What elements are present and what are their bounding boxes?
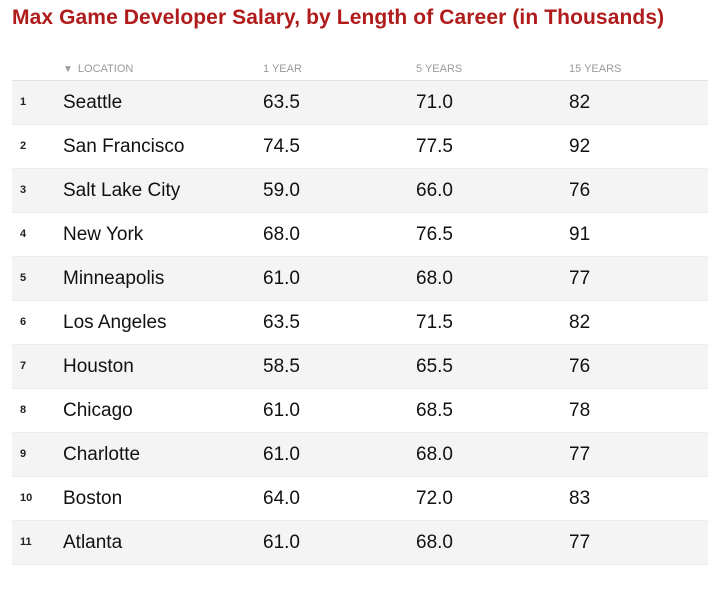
rank-cell: 4: [20, 228, 27, 240]
rank-cell: 5: [20, 272, 27, 284]
value-5-years-cell: 68.0: [416, 532, 453, 553]
value-15-years-cell: 78: [569, 400, 591, 421]
value-5-years-cell: 68.0: [416, 268, 453, 289]
value-1-year-cell: 68.0: [263, 224, 300, 245]
location-cell: Seattle: [63, 92, 123, 113]
value-15-years-cell: 77: [569, 532, 591, 553]
location-cell: New York: [63, 224, 144, 245]
value-15-years-cell: 82: [569, 92, 591, 113]
location-cell: Chicago: [63, 400, 133, 421]
rank-cell: 9: [20, 448, 27, 460]
value-15-years-cell: 83: [569, 488, 591, 509]
table-row: 1 Seattle 63.5 71.0 82: [12, 81, 708, 125]
table-row: 4 New York 68.0 76.5 91: [12, 213, 708, 257]
rank-cell: 11: [20, 536, 32, 548]
table-row: 6 Los Angeles 63.5 71.5 82: [12, 301, 708, 345]
location-cell: Atlanta: [63, 532, 123, 553]
table-row: 7 Houston 58.5 65.5 76: [12, 345, 708, 389]
location-cell: Charlotte: [63, 444, 141, 465]
rank-cell: 3: [20, 184, 27, 196]
value-5-years-cell: 68.0: [416, 444, 453, 465]
table-row: 8 Chicago 61.0 68.5 78: [12, 389, 708, 433]
table-header: ▼ LOCATION 1 YEAR 5 YEARS 15 YEARS: [12, 58, 708, 81]
value-5-years-cell: 65.5: [416, 356, 453, 377]
value-15-years-cell: 76: [569, 180, 591, 201]
location-cell: Los Angeles: [63, 312, 167, 333]
table-row: 9 Charlotte 61.0 68.0 77: [12, 433, 708, 477]
sort-descending-icon: ▼: [63, 64, 73, 75]
rank-cell: 1: [20, 96, 27, 108]
column-header-1-year[interactable]: 1 YEAR: [263, 63, 302, 75]
table-row: 2 San Francisco 74.5 77.5 92: [12, 125, 708, 169]
value-1-year-cell: 58.5: [263, 356, 300, 377]
column-header-location[interactable]: ▼ LOCATION: [63, 63, 133, 75]
salary-table: ▼ LOCATION 1 YEAR 5 YEARS 15 YEARS 1 Seatt…: [12, 58, 708, 565]
table-row: 3 Salt Lake City 59.0 66.0 76: [12, 169, 708, 213]
value-5-years-cell: 66.0: [416, 180, 453, 201]
value-5-years-cell: 71.5: [416, 312, 453, 333]
value-1-year-cell: 61.0: [263, 400, 300, 421]
rank-cell: 10: [20, 492, 33, 504]
value-1-year-cell: 59.0: [263, 180, 300, 201]
value-15-years-cell: 77: [569, 268, 591, 289]
value-5-years-cell: 76.5: [416, 224, 453, 245]
value-5-years-cell: 77.5: [416, 136, 453, 157]
table-row: 11 Atlanta 61.0 68.0 77: [12, 521, 708, 565]
location-cell: Houston: [63, 356, 134, 377]
location-cell: Boston: [63, 488, 123, 509]
value-1-year-cell: 61.0: [263, 532, 300, 553]
column-header-5-years[interactable]: 5 YEARS: [416, 63, 463, 75]
value-15-years-cell: 92: [569, 136, 591, 157]
chart-title: Max Game Developer Salary, by Length of …: [12, 6, 665, 29]
location-cell: Salt Lake City: [63, 180, 181, 201]
location-cell: Minneapolis: [63, 268, 165, 289]
value-5-years-cell: 72.0: [416, 488, 453, 509]
value-1-year-cell: 61.0: [263, 268, 300, 289]
value-15-years-cell: 91: [569, 224, 591, 245]
value-1-year-cell: 61.0: [263, 444, 300, 465]
table-row: 5 Minneapolis 61.0 68.0 77: [12, 257, 708, 301]
rank-cell: 7: [20, 360, 27, 372]
value-1-year-cell: 63.5: [263, 92, 300, 113]
value-5-years-cell: 71.0: [416, 92, 453, 113]
rank-cell: 8: [20, 404, 27, 416]
value-15-years-cell: 82: [569, 312, 591, 333]
value-1-year-cell: 63.5: [263, 312, 300, 333]
column-header-label: LOCATION: [77, 63, 134, 75]
rank-cell: 2: [20, 140, 27, 152]
table-row: 10 Boston 64.0 72.0 83: [12, 477, 708, 521]
value-5-years-cell: 68.5: [416, 400, 453, 421]
table-body: 1 Seattle 63.5 71.0 82 2 San Francisco 74.5 77.5…: [12, 81, 708, 565]
column-header-15-years[interactable]: 15 YEARS: [569, 63, 622, 75]
value-15-years-cell: 77: [569, 444, 591, 465]
value-15-years-cell: 76: [569, 356, 591, 377]
value-1-year-cell: 74.5: [263, 136, 300, 157]
value-1-year-cell: 64.0: [263, 488, 300, 509]
rank-cell: 6: [20, 316, 27, 328]
location-cell: San Francisco: [63, 136, 185, 157]
